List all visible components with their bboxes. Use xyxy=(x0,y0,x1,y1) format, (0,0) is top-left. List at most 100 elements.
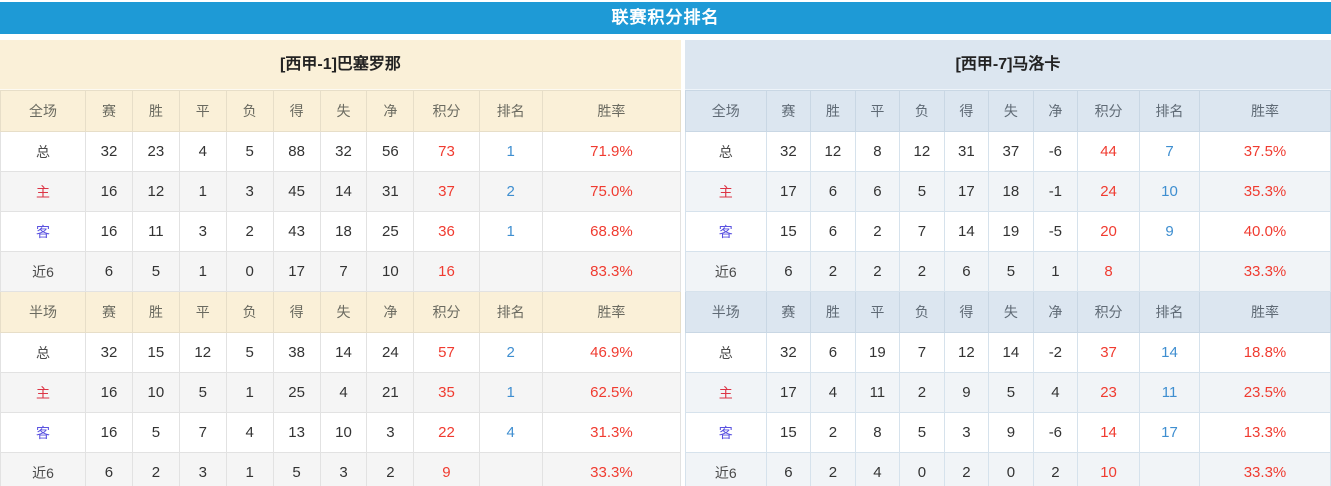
column-header: 胜 xyxy=(131,291,180,333)
column-header: 赛 xyxy=(765,90,812,132)
row-label: 主 xyxy=(685,372,767,413)
stat-cell: 17 xyxy=(765,171,812,212)
stats-row-recent: 近6 6 2 2 2 6 5 1 8 33.3% xyxy=(685,251,1331,292)
stat-cell: 1 xyxy=(178,171,227,212)
points-cell: 16 xyxy=(413,251,480,292)
stat-cell: 2 xyxy=(810,452,856,486)
column-header: 半场 xyxy=(685,291,767,333)
winrate-cell: 33.3% xyxy=(1199,251,1331,292)
column-header: 胜 xyxy=(131,90,180,132)
column-header: 赛 xyxy=(765,291,812,333)
stat-cell: 16 xyxy=(85,372,133,413)
row-label: 近6 xyxy=(0,452,86,486)
points-cell: 20 xyxy=(1077,211,1141,252)
stats-row-recent: 近6 6 5 1 0 17 7 10 16 83.3% xyxy=(0,251,682,292)
column-header: 净 xyxy=(1032,291,1079,333)
stat-cell: 4 xyxy=(1032,372,1079,413)
row-label: 客 xyxy=(685,211,767,252)
stat-cell: 12 xyxy=(943,332,990,373)
stat-cell: 6 xyxy=(810,211,856,252)
column-header: 失 xyxy=(319,291,368,333)
stat-cell: 0 xyxy=(225,251,274,292)
stat-cell: 45 xyxy=(272,171,321,212)
stat-cell: 2 xyxy=(225,211,274,252)
row-label: 主 xyxy=(0,372,86,413)
stat-cell: 10 xyxy=(319,412,368,453)
stat-cell: 8 xyxy=(854,131,901,172)
points-cell: 22 xyxy=(413,412,480,453)
column-header: 净 xyxy=(366,291,415,333)
stat-cell: -6 xyxy=(1032,131,1079,172)
stat-cell: 6 xyxy=(810,171,856,212)
winrate-cell: 40.0% xyxy=(1199,211,1331,252)
tables-container: [西甲-1]巴塞罗那 全场赛胜平负得失净积分 排名 胜率总 32 23 4 5 88 32 56 7… xyxy=(0,40,1331,486)
rank-cell: 1 xyxy=(478,131,543,172)
column-header: 排名 xyxy=(478,90,543,132)
column-header: 负 xyxy=(899,90,945,132)
stat-cell: 7 xyxy=(899,332,945,373)
stat-cell: 6 xyxy=(810,332,856,373)
stats-row-total: 总 32 6 19 7 12 14 -2 37 14 18.8% xyxy=(685,332,1331,373)
stat-cell: 6 xyxy=(85,251,133,292)
column-header: 全场 xyxy=(685,90,767,132)
column-header: 负 xyxy=(225,291,274,333)
rank-cell xyxy=(478,251,543,292)
stats-row-home: 主 16 12 1 3 45 14 31 37 2 75.0% xyxy=(0,171,682,212)
stat-cell: 56 xyxy=(366,131,415,172)
column-header: 赛 xyxy=(85,90,133,132)
stat-cell: 8 xyxy=(854,412,901,453)
column-header: 排名 xyxy=(478,291,543,333)
winrate-cell: 83.3% xyxy=(541,251,682,292)
winrate-cell: 71.9% xyxy=(541,131,682,172)
stat-cell: 5 xyxy=(988,251,1034,292)
column-header: 胜率 xyxy=(1199,291,1331,333)
stat-cell: 2 xyxy=(899,372,945,413)
row-label: 客 xyxy=(685,412,767,453)
stats-row-recent: 近6 6 2 3 1 5 3 2 9 33.3% xyxy=(0,452,682,486)
stat-cell: 12 xyxy=(899,131,945,172)
stat-cell: 18 xyxy=(988,171,1034,212)
stats-row-away: 客 16 5 7 4 13 10 3 22 4 31.3% xyxy=(0,412,682,453)
stat-cell: 3 xyxy=(178,452,227,486)
stat-cell: 25 xyxy=(366,211,415,252)
column-header: 平 xyxy=(854,291,901,333)
winrate-cell: 33.3% xyxy=(541,452,682,486)
stat-cell: 14 xyxy=(943,211,990,252)
stat-cell: 24 xyxy=(366,332,415,373)
stat-cell: 32 xyxy=(765,131,812,172)
column-header: 排名 xyxy=(1139,90,1200,132)
column-header: 得 xyxy=(943,291,990,333)
stat-cell: 2 xyxy=(810,412,856,453)
stat-cell: 7 xyxy=(178,412,227,453)
stats-row-recent: 近6 6 2 4 0 2 0 2 10 33.3% xyxy=(685,452,1331,486)
rank-cell: 11 xyxy=(1139,372,1200,413)
stat-cell: 18 xyxy=(319,211,368,252)
stat-cell: 10 xyxy=(366,251,415,292)
winrate-cell: 31.3% xyxy=(541,412,682,453)
rank-cell: 7 xyxy=(1139,131,1200,172)
column-header-row-full: 全场赛胜平负得失净积分 排名 胜率 xyxy=(0,90,682,132)
stat-cell: 5 xyxy=(225,131,274,172)
column-header: 排名 xyxy=(1139,291,1200,333)
winrate-cell: 46.9% xyxy=(541,332,682,373)
column-header: 全场 xyxy=(0,90,86,132)
stat-cell: 4 xyxy=(178,131,227,172)
stat-cell: 2 xyxy=(943,452,990,486)
stat-cell: 3 xyxy=(225,171,274,212)
stat-cell: 23 xyxy=(131,131,180,172)
column-header: 胜 xyxy=(810,90,856,132)
rank-cell: 10 xyxy=(1139,171,1200,212)
stat-cell: 5 xyxy=(899,412,945,453)
stat-cell: 5 xyxy=(988,372,1034,413)
stat-cell: 2 xyxy=(131,452,180,486)
points-cell: 9 xyxy=(413,452,480,486)
row-label: 主 xyxy=(685,171,767,212)
team-name: [西甲-7]马洛卡 xyxy=(685,40,1331,90)
stat-cell: 4 xyxy=(319,372,368,413)
column-header: 平 xyxy=(178,291,227,333)
rank-cell xyxy=(1139,251,1200,292)
column-header: 失 xyxy=(988,291,1034,333)
stat-cell: 32 xyxy=(85,131,133,172)
stat-cell: 12 xyxy=(178,332,227,373)
column-header: 失 xyxy=(988,90,1034,132)
